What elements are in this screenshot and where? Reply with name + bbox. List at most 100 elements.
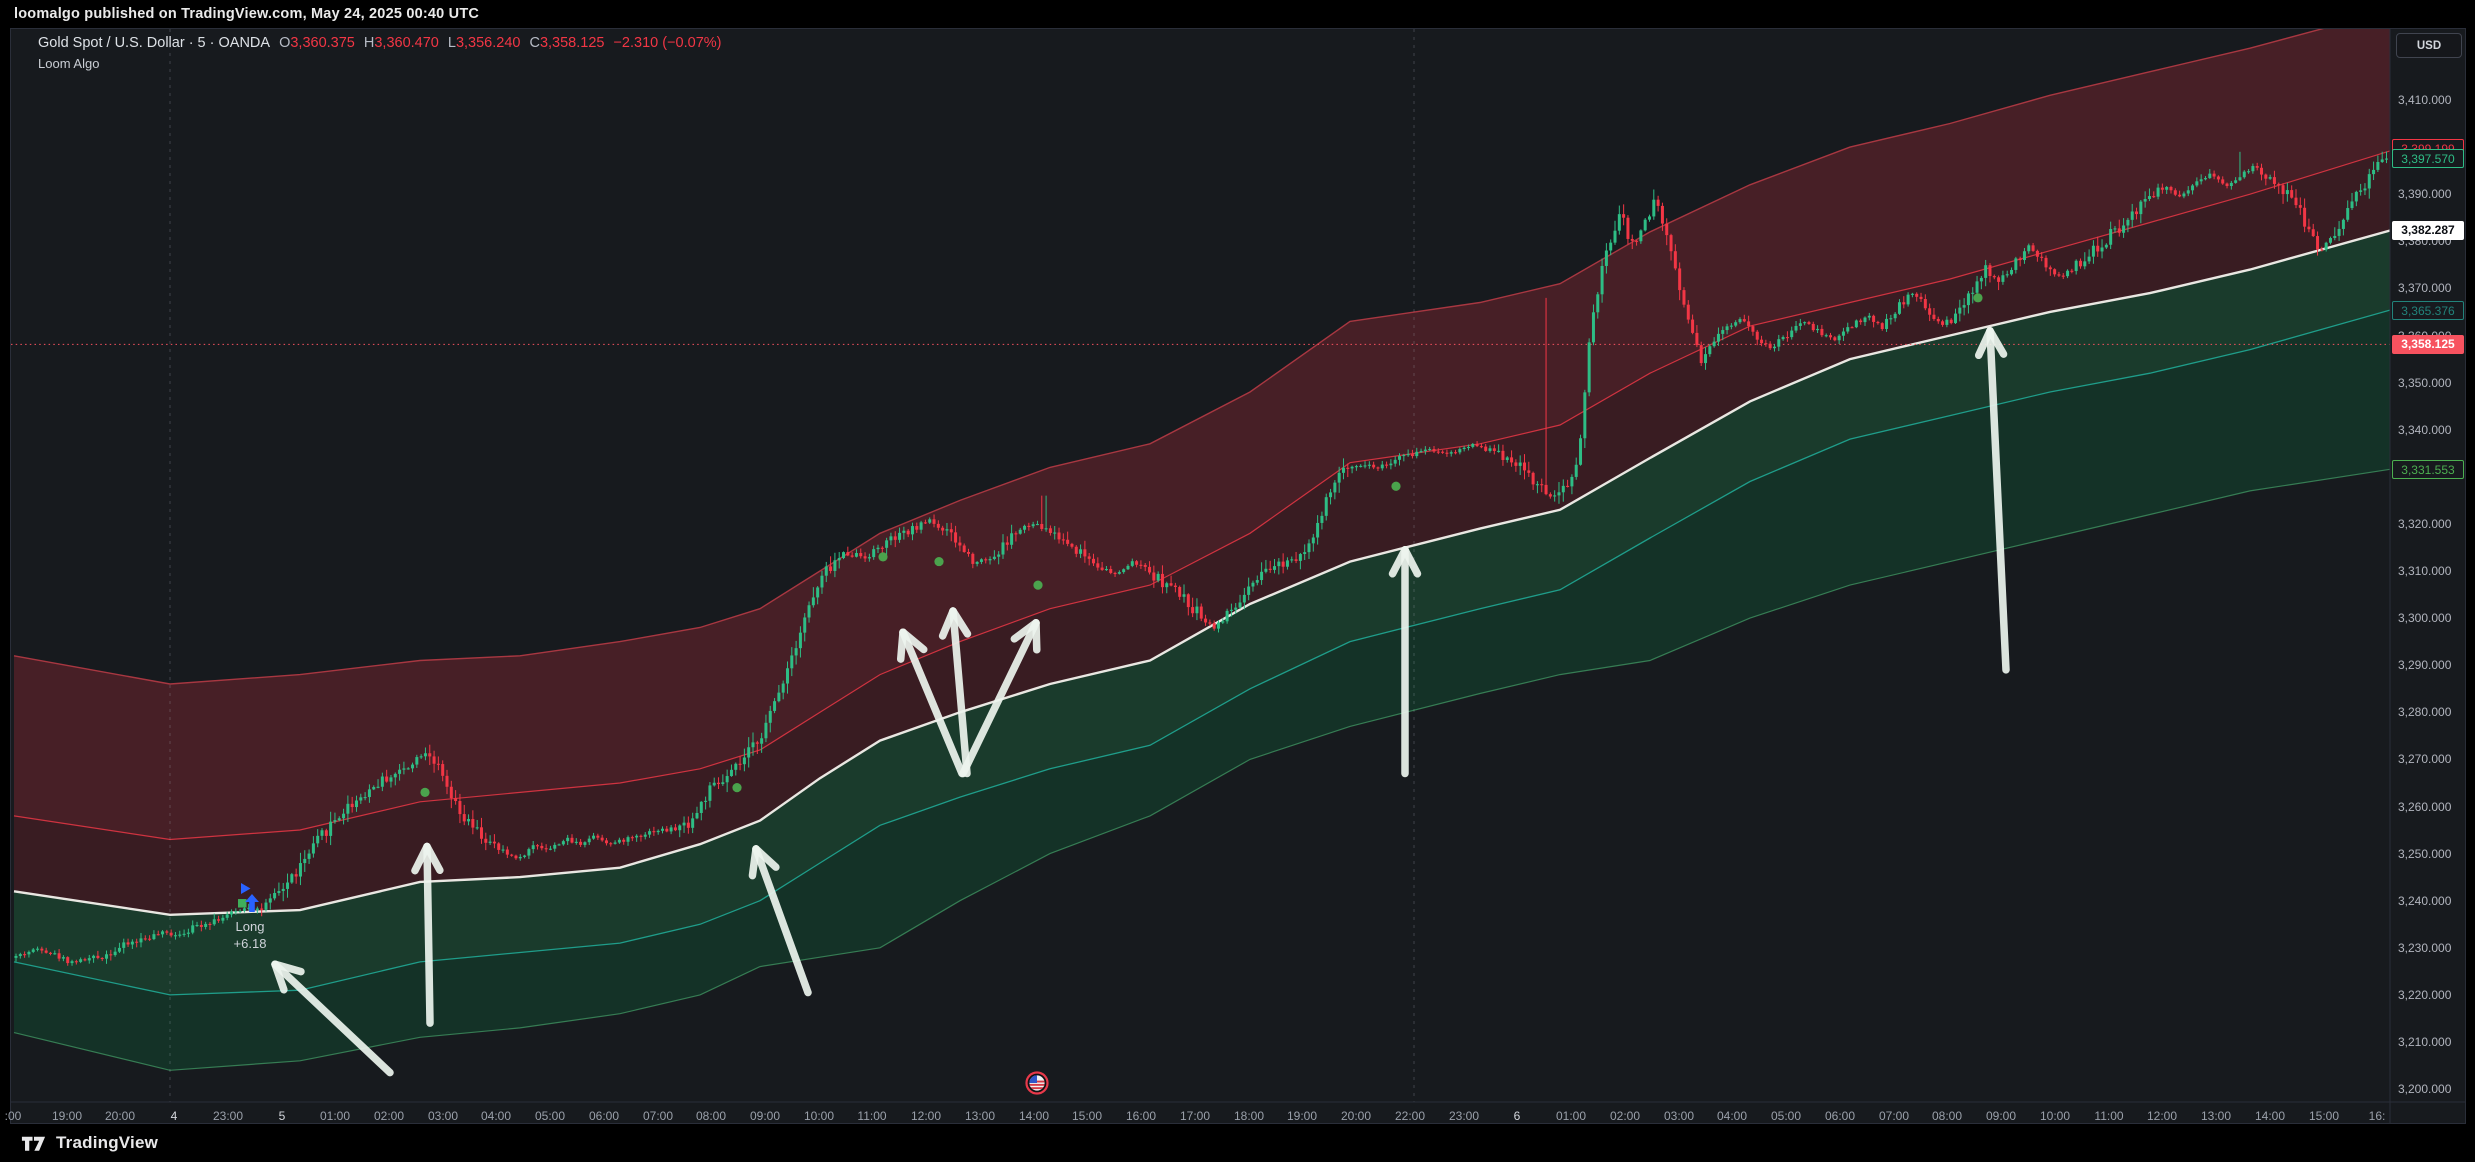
plot-area bbox=[11, 29, 2390, 1102]
tradingview-logo-text[interactable]: TradingView bbox=[56, 1133, 159, 1152]
time-tick-label: 12:00 bbox=[910, 1109, 942, 1123]
price-tick-label: 3,270.000 bbox=[2398, 752, 2452, 767]
ohlc-key: O bbox=[279, 35, 291, 51]
ohlc-values: O3,360.375 H3,360.470 L3,356.240 C3,358.125 bbox=[279, 35, 604, 51]
price-tick-label: 3,220.000 bbox=[2398, 987, 2452, 1002]
publish-info-text: loomalgo published on TradingView.com, M… bbox=[14, 6, 480, 22]
time-tick-label: 05:00 bbox=[534, 1109, 566, 1123]
footer-bar: TradingView bbox=[0, 1124, 2475, 1162]
time-tick-label: 12:00 bbox=[2146, 1109, 2178, 1123]
long-trade-label: Long +6.18 bbox=[227, 918, 273, 952]
time-tick-label: 08:00 bbox=[1931, 1109, 1963, 1123]
ohlc-key: H bbox=[363, 35, 375, 51]
economic-event-icon bbox=[1025, 1071, 1049, 1095]
time-tick-label: 09:00 bbox=[749, 1109, 781, 1123]
time-tick-label: 17:00 bbox=[1179, 1109, 1211, 1123]
publish-info-bar: loomalgo published on TradingView.com, M… bbox=[0, 0, 2475, 28]
price-tick-label: 3,280.000 bbox=[2398, 705, 2452, 720]
price-tick-label: 3,340.000 bbox=[2398, 422, 2452, 437]
time-tick-label: 11:00 bbox=[857, 1109, 887, 1123]
time-tick-label: 6 bbox=[1513, 1109, 1521, 1123]
time-tick-label: 05:00 bbox=[1770, 1109, 1802, 1123]
ohlc-value: 3,360.375 bbox=[290, 35, 355, 51]
currency-toggle-button[interactable]: USD bbox=[2396, 33, 2462, 58]
price-label-box: 3,365.376 bbox=[2392, 300, 2464, 320]
time-tick-label: 06:00 bbox=[588, 1109, 620, 1123]
ohlc-key: C bbox=[529, 35, 540, 51]
annotation-arrows bbox=[271, 327, 2010, 1077]
time-tick-label: 04:00 bbox=[1716, 1109, 1748, 1123]
price-tick-label: 3,210.000 bbox=[2398, 1035, 2452, 1049]
trend-bands bbox=[13, 29, 2390, 1071]
ohlc-value: 3,358.125 bbox=[539, 35, 605, 51]
time-tick-label: 04:00 bbox=[480, 1109, 512, 1123]
tradingview-logo-icon[interactable] bbox=[20, 1130, 47, 1157]
price-tick-label: 3,290.000 bbox=[2398, 658, 2452, 673]
chart-legend[interactable]: Gold Spot / U.S. Dollar · 5 · OANDA O3,3… bbox=[38, 35, 722, 71]
price-label-box: 3,358.125 bbox=[2392, 334, 2464, 354]
ohlc-value: 3,360.470 bbox=[374, 35, 439, 51]
time-tick-label: 06:00 bbox=[1824, 1109, 1856, 1123]
signal-dots bbox=[420, 293, 1983, 797]
time-tick-label: 15:00 bbox=[2308, 1109, 2340, 1123]
symbol-legend-row[interactable]: Gold Spot / U.S. Dollar · 5 · OANDA O3,3… bbox=[38, 35, 722, 51]
time-tick-label: 19:00 bbox=[1286, 1109, 1318, 1123]
long-trade-label-text: Long bbox=[235, 919, 265, 934]
time-tick-label: 14:00 bbox=[1018, 1109, 1050, 1123]
time-tick-label: 16:00 bbox=[1125, 1109, 1157, 1123]
candlesticks bbox=[14, 151, 2388, 966]
price-tick-label: 3,410.000 bbox=[2398, 93, 2452, 107]
change-value: −2.310 (−0.07%) bbox=[613, 35, 722, 51]
time-tick-label: 09:00 bbox=[1985, 1109, 2017, 1123]
price-chart-canvas[interactable] bbox=[11, 29, 2465, 1123]
price-tick-label: 3,370.000 bbox=[2398, 281, 2452, 296]
time-tick-label: 20:00 bbox=[1340, 1109, 1372, 1123]
time-tick-label: 11:00 bbox=[2094, 1109, 2124, 1123]
time-tick-label: 4 bbox=[170, 1109, 178, 1123]
time-tick-label: 5 bbox=[278, 1109, 286, 1123]
time-tick-label: 01:00 bbox=[319, 1109, 351, 1123]
price-label-box: 3,397.570 bbox=[2392, 149, 2464, 169]
price-label-box: 3,331.553 bbox=[2392, 459, 2464, 479]
long-entry-marker bbox=[238, 883, 259, 913]
time-tick-label: 19:00 bbox=[51, 1109, 83, 1123]
price-tick-label: 3,390.000 bbox=[2398, 187, 2452, 202]
long-trade-pnl: +6.18 bbox=[233, 936, 267, 951]
price-tick-label: 3,260.000 bbox=[2398, 799, 2452, 814]
time-tick-label: 03:00 bbox=[427, 1109, 459, 1123]
time-tick-label: 23:00 bbox=[212, 1109, 244, 1123]
time-tick-label: 15:00 bbox=[1071, 1109, 1103, 1123]
price-tick-label: 3,320.000 bbox=[2398, 516, 2452, 531]
ohlc-value: 3,356.240 bbox=[455, 35, 521, 51]
time-tick-label: :00 bbox=[4, 1109, 22, 1123]
price-tick-label: 3,200.000 bbox=[2398, 1082, 2452, 1097]
time-tick-label: 02:00 bbox=[1609, 1109, 1641, 1123]
time-tick-label: 16: bbox=[2368, 1109, 2386, 1123]
time-tick-label: 23:00 bbox=[1448, 1109, 1480, 1123]
symbol-title[interactable]: Gold Spot / U.S. Dollar · 5 · OANDA bbox=[38, 35, 271, 51]
time-tick-label: 13:00 bbox=[2200, 1109, 2232, 1123]
time-tick-label: 18:00 bbox=[1233, 1109, 1265, 1123]
price-tick-label: 3,240.000 bbox=[2398, 893, 2452, 908]
chart-container: Gold Spot / U.S. Dollar · 5 · OANDA O3,3… bbox=[5, 28, 2466, 1124]
time-tick-label: 07:00 bbox=[642, 1109, 674, 1123]
time-tick-label: 10:00 bbox=[2039, 1109, 2071, 1123]
time-tick-label: 08:00 bbox=[695, 1109, 727, 1123]
time-tick-label: 07:00 bbox=[1878, 1109, 1910, 1123]
price-tick-label: 3,300.000 bbox=[2398, 611, 2452, 626]
price-tick-label: 3,350.000 bbox=[2398, 375, 2452, 390]
ohlc-key: L bbox=[447, 35, 456, 51]
price-label-box: 3,382.287 bbox=[2392, 221, 2464, 241]
time-tick-label: 22:00 bbox=[1394, 1109, 1426, 1123]
time-tick-label: 20:00 bbox=[104, 1109, 136, 1123]
price-tick-label: 3,230.000 bbox=[2398, 940, 2452, 955]
time-tick-label: 01:00 bbox=[1555, 1109, 1587, 1123]
time-tick-label: 14:00 bbox=[2254, 1109, 2286, 1123]
time-tick-label: 13:00 bbox=[964, 1109, 996, 1123]
time-tick-label: 10:00 bbox=[803, 1109, 835, 1123]
price-tick-label: 3,250.000 bbox=[2398, 846, 2452, 861]
time-tick-label: 02:00 bbox=[373, 1109, 405, 1123]
indicator-legend-row[interactable]: Loom Algo bbox=[38, 56, 100, 71]
price-tick-label: 3,310.000 bbox=[2398, 564, 2452, 578]
time-tick-label: 03:00 bbox=[1663, 1109, 1695, 1123]
